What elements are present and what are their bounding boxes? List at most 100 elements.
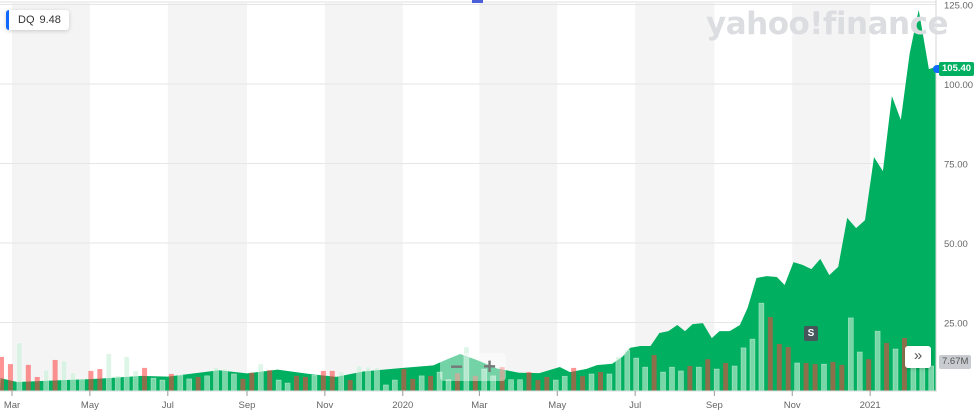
volume-bar xyxy=(624,349,631,392)
volume-bar xyxy=(401,369,407,391)
volume-bar xyxy=(284,382,291,392)
ticker-value: 9.48 xyxy=(39,14,61,26)
ticker-symbol: DQ xyxy=(18,14,35,26)
volume-bar xyxy=(606,373,613,392)
volume-bar xyxy=(651,355,657,391)
x-tick-label: Nov xyxy=(784,400,801,411)
volume-bar xyxy=(97,369,103,391)
volume-bar xyxy=(329,370,335,391)
volume-bar xyxy=(392,379,398,392)
x-tick-label: Nov xyxy=(316,400,333,411)
volume-bar xyxy=(356,365,362,392)
volume-bar xyxy=(928,365,935,392)
volume-bar xyxy=(275,379,282,392)
x-tick-label: May xyxy=(548,400,566,411)
volume-bar xyxy=(749,338,756,392)
volume-bar xyxy=(571,367,577,391)
volume-bar xyxy=(499,367,505,391)
volume-bar xyxy=(508,379,514,392)
volume-bar xyxy=(866,359,872,391)
volume-bar xyxy=(338,371,345,392)
volume-bar xyxy=(240,378,246,391)
volume-bar xyxy=(168,373,174,391)
zoom-in-button[interactable]: + xyxy=(483,354,496,379)
volume-bar xyxy=(159,379,166,392)
volume-bar xyxy=(544,376,550,391)
volume-bar xyxy=(374,367,380,392)
y-tick-label: 25.00 xyxy=(944,319,968,330)
scroll-right-button[interactable]: » xyxy=(905,346,931,368)
volume-bar xyxy=(847,317,854,392)
volume-bar xyxy=(61,360,67,392)
volume-bar xyxy=(34,376,40,391)
month-band xyxy=(324,3,403,391)
volume-bar xyxy=(428,375,434,391)
y-tick-label: 125.00 xyxy=(944,1,973,12)
volume-bar xyxy=(669,366,675,392)
volume-bar xyxy=(472,375,478,391)
volume-bar xyxy=(418,375,425,392)
ticker-badge[interactable]: DQ 9.48 xyxy=(6,10,69,30)
volume-bar xyxy=(132,370,139,392)
volume-bar xyxy=(204,375,210,392)
volume-bar xyxy=(597,372,603,391)
volume-bar xyxy=(696,366,702,392)
volume-bar xyxy=(52,359,58,391)
volume-bar xyxy=(454,373,460,391)
y-tick-label: 50.00 xyxy=(944,239,968,250)
volume-bar xyxy=(123,356,130,392)
price-area xyxy=(0,9,936,392)
volume-bar xyxy=(740,347,747,392)
volume-bar xyxy=(892,348,899,392)
x-tick-label: 2021 xyxy=(860,400,881,411)
volume-bar xyxy=(267,370,273,391)
zoom-controls: − + xyxy=(440,353,506,381)
volume-bar xyxy=(758,302,765,392)
split-event-badge[interactable]: S xyxy=(804,326,818,341)
volume-bar xyxy=(588,373,595,392)
volume-bar xyxy=(776,344,782,391)
volume-bar xyxy=(7,364,13,391)
volume-bar xyxy=(633,357,640,392)
range-marker[interactable] xyxy=(472,0,483,3)
volume-bar xyxy=(177,374,184,392)
volume-bar xyxy=(580,376,586,391)
volume-bar xyxy=(731,365,738,392)
volume-bar xyxy=(257,363,264,392)
current-price-dot xyxy=(933,65,940,73)
volume-bar xyxy=(249,372,255,391)
volume-bar xyxy=(150,377,157,392)
volume-bar xyxy=(839,364,845,391)
volume-bar xyxy=(79,378,85,392)
month-band xyxy=(12,3,90,391)
volume-bar xyxy=(785,347,791,391)
x-tick-label: Sep xyxy=(239,400,256,411)
volume-bar xyxy=(723,362,729,391)
volume-bar xyxy=(678,370,684,392)
volume-bar xyxy=(687,366,693,391)
volume-bar xyxy=(222,368,228,392)
month-band xyxy=(479,3,558,391)
zoom-out-button[interactable]: − xyxy=(450,354,463,379)
volume-bar xyxy=(0,356,4,391)
volume-bar xyxy=(874,330,881,392)
volume-bar xyxy=(195,376,201,391)
volume-bar xyxy=(552,379,559,392)
x-tick-label: Jul xyxy=(162,400,174,411)
volume-bar xyxy=(213,367,219,392)
current-volume-label: 7.67M xyxy=(939,355,972,369)
volume-bar xyxy=(794,362,800,392)
volume-bar xyxy=(713,368,720,392)
x-tick-label: Jul xyxy=(629,400,641,411)
volume-bar xyxy=(142,367,148,391)
yahoo-finance-logo: yahoo!finance xyxy=(706,6,949,42)
x-tick-label: Mar xyxy=(4,400,20,411)
volume-bar xyxy=(821,363,827,392)
volume-bar xyxy=(535,380,541,391)
current-price-label: 105.40 xyxy=(939,62,975,76)
volume-bar xyxy=(311,374,318,392)
volume-bar xyxy=(705,359,711,391)
volume-bar xyxy=(383,384,389,392)
volume-bar xyxy=(642,366,648,392)
